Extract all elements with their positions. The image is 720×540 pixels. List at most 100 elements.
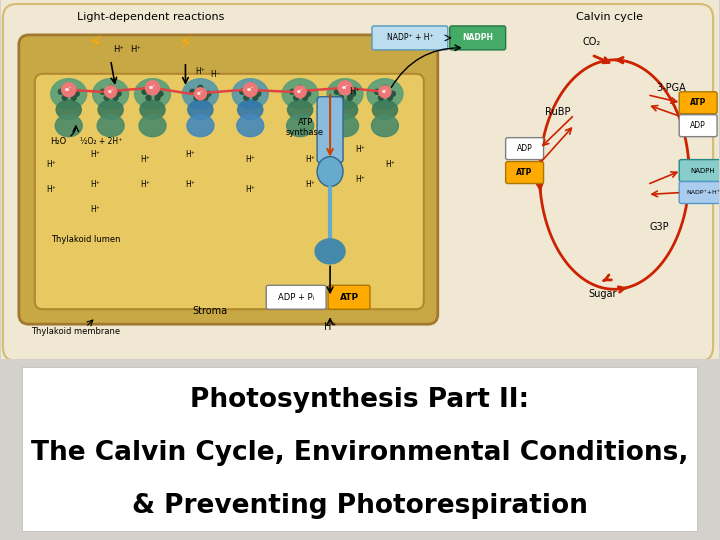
Ellipse shape xyxy=(335,89,340,94)
Text: H⁺: H⁺ xyxy=(324,322,336,332)
Ellipse shape xyxy=(206,91,211,96)
Ellipse shape xyxy=(140,100,165,119)
Ellipse shape xyxy=(327,79,363,109)
Ellipse shape xyxy=(287,100,312,119)
Ellipse shape xyxy=(93,79,129,109)
Ellipse shape xyxy=(190,89,195,94)
Ellipse shape xyxy=(51,79,86,109)
Ellipse shape xyxy=(155,95,160,100)
FancyBboxPatch shape xyxy=(328,285,370,309)
Text: H⁺: H⁺ xyxy=(305,155,315,164)
Ellipse shape xyxy=(390,91,395,96)
Text: Light-dependent reactions: Light-dependent reactions xyxy=(77,12,224,22)
Ellipse shape xyxy=(332,114,359,137)
Text: H⁺: H⁺ xyxy=(350,87,361,96)
FancyBboxPatch shape xyxy=(679,92,717,114)
Text: H⁺: H⁺ xyxy=(246,155,255,164)
Ellipse shape xyxy=(56,100,81,119)
Text: H⁺: H⁺ xyxy=(186,150,195,159)
Ellipse shape xyxy=(194,88,207,100)
Text: e⁻: e⁻ xyxy=(65,87,73,92)
Ellipse shape xyxy=(372,100,397,119)
FancyBboxPatch shape xyxy=(317,97,343,163)
FancyBboxPatch shape xyxy=(450,26,505,50)
Text: & Preventing Photorespiration: & Preventing Photorespiration xyxy=(132,492,588,518)
Ellipse shape xyxy=(233,79,269,109)
Text: H⁺: H⁺ xyxy=(46,160,55,169)
Text: H⁺: H⁺ xyxy=(355,145,365,154)
Ellipse shape xyxy=(374,89,379,94)
FancyBboxPatch shape xyxy=(266,285,326,309)
Ellipse shape xyxy=(146,95,151,100)
Ellipse shape xyxy=(62,83,76,97)
FancyBboxPatch shape xyxy=(505,138,544,160)
Ellipse shape xyxy=(243,83,257,97)
Ellipse shape xyxy=(104,95,109,100)
Text: ⚡: ⚡ xyxy=(179,35,192,53)
Ellipse shape xyxy=(139,114,166,137)
Text: Calvin cycle: Calvin cycle xyxy=(576,12,643,22)
Ellipse shape xyxy=(305,91,310,96)
Text: e⁻: e⁻ xyxy=(297,89,303,94)
Ellipse shape xyxy=(182,79,218,109)
Text: H⁺: H⁺ xyxy=(140,155,150,164)
Text: RuBP: RuBP xyxy=(545,107,570,117)
Ellipse shape xyxy=(351,91,356,96)
Ellipse shape xyxy=(135,79,171,109)
Text: NADPH: NADPH xyxy=(462,33,493,43)
Text: H⁺: H⁺ xyxy=(46,185,55,194)
Ellipse shape xyxy=(108,85,113,90)
Text: H⁺: H⁺ xyxy=(195,68,205,76)
Text: NADP⁺+H⁺: NADP⁺+H⁺ xyxy=(686,190,720,195)
Ellipse shape xyxy=(97,114,124,137)
Ellipse shape xyxy=(55,114,82,137)
Ellipse shape xyxy=(317,157,343,186)
Ellipse shape xyxy=(104,86,117,98)
Ellipse shape xyxy=(71,95,76,100)
Text: H⁺: H⁺ xyxy=(91,180,101,189)
Ellipse shape xyxy=(66,85,71,90)
Ellipse shape xyxy=(98,100,123,119)
Ellipse shape xyxy=(58,89,63,94)
Text: ADP: ADP xyxy=(517,144,533,153)
Text: G3P: G3P xyxy=(649,222,669,232)
Ellipse shape xyxy=(240,89,245,94)
Text: Thylakoid lumen: Thylakoid lumen xyxy=(51,235,120,244)
Text: 3-PGA: 3-PGA xyxy=(657,83,686,93)
Ellipse shape xyxy=(294,86,306,98)
Text: ATP
synthase: ATP synthase xyxy=(286,118,324,137)
Ellipse shape xyxy=(62,95,67,100)
FancyBboxPatch shape xyxy=(505,161,544,184)
FancyBboxPatch shape xyxy=(22,367,698,532)
Ellipse shape xyxy=(302,95,307,100)
Text: H⁺: H⁺ xyxy=(91,205,101,214)
Text: H⁺: H⁺ xyxy=(305,180,315,189)
Text: H⁺: H⁺ xyxy=(186,180,195,189)
Ellipse shape xyxy=(248,85,253,90)
Text: ATP: ATP xyxy=(516,168,533,177)
Ellipse shape xyxy=(343,85,348,90)
Ellipse shape xyxy=(244,95,249,100)
Text: e⁻: e⁻ xyxy=(341,85,348,90)
FancyBboxPatch shape xyxy=(679,181,720,204)
Text: ADP: ADP xyxy=(690,121,706,130)
Ellipse shape xyxy=(333,100,358,119)
Ellipse shape xyxy=(188,100,213,119)
FancyBboxPatch shape xyxy=(679,114,717,137)
Ellipse shape xyxy=(100,89,105,94)
Ellipse shape xyxy=(113,95,118,100)
Text: H⁺: H⁺ xyxy=(246,185,255,194)
Ellipse shape xyxy=(158,91,163,96)
Ellipse shape xyxy=(74,91,79,96)
Text: e⁻: e⁻ xyxy=(197,91,204,96)
FancyBboxPatch shape xyxy=(19,35,438,324)
Text: H⁻: H⁻ xyxy=(210,70,220,79)
Text: ½O₂ + 2H⁺: ½O₂ + 2H⁺ xyxy=(79,137,122,146)
Text: e⁻: e⁻ xyxy=(246,87,254,92)
Ellipse shape xyxy=(282,79,318,109)
Text: e⁻: e⁻ xyxy=(382,89,388,94)
Text: H⁺: H⁺ xyxy=(113,45,124,55)
Text: Sugar: Sugar xyxy=(588,289,616,299)
Text: Photosynthesis Part II:: Photosynthesis Part II: xyxy=(190,387,530,413)
Text: ⚡: ⚡ xyxy=(89,35,102,53)
